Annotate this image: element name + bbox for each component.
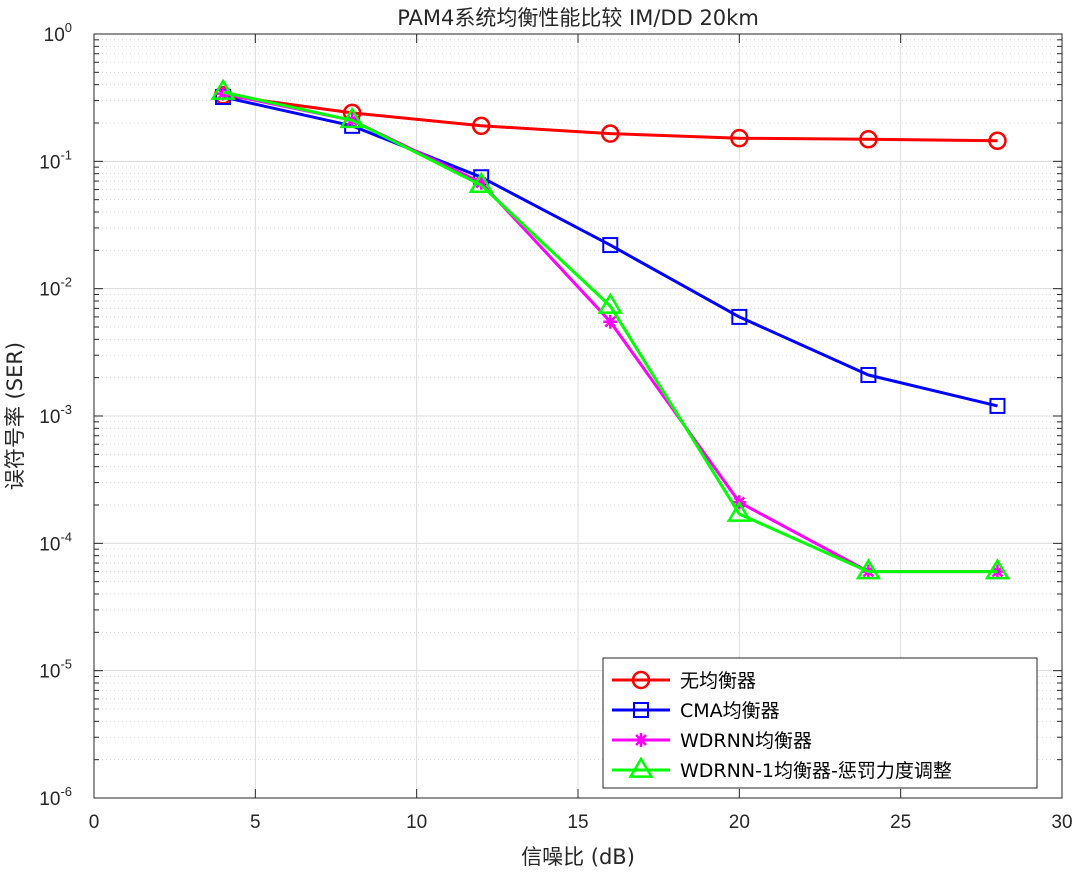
data-point [597, 292, 623, 314]
x-tick-label: 20 [729, 812, 750, 833]
data-point [601, 124, 620, 143]
series-4 [210, 78, 1011, 580]
series-line [222, 93, 998, 143]
ticks-layer [93, 33, 1063, 799]
y-axis-label: 误符号率 (SER) [3, 342, 27, 490]
data-point [468, 171, 494, 194]
legend-marker [628, 756, 654, 778]
x-tick-label: 15 [567, 812, 588, 833]
data-point [339, 106, 365, 129]
data-point [859, 130, 878, 149]
legend-label: WDRNN-1均衡器-惩罚力度调整 [680, 760, 952, 782]
data-point [210, 78, 236, 100]
x-tick-label: 0 [89, 812, 100, 833]
y-tick-label: 10-5 [39, 657, 72, 683]
data-point [603, 314, 618, 329]
legend-marker [631, 670, 651, 690]
legend-label: WDRNN均衡器 [680, 730, 812, 752]
data-point [989, 397, 1006, 414]
legend-marker [633, 702, 649, 718]
legend: 无均衡器 CMA均衡器 WDRNN均衡器 WDRNN-1均衡器-惩罚力度调整 [602, 657, 1038, 789]
x-tick-label: 30 [1051, 812, 1072, 833]
legend-label: CMA均衡器 [680, 700, 780, 722]
data-point [471, 116, 491, 136]
data-point [726, 500, 752, 522]
data-point [988, 131, 1007, 151]
x-tick-label: 25 [890, 812, 911, 833]
legend-entry: WDRNN-1均衡器-惩罚力度调整 [612, 756, 952, 782]
legend-box [602, 657, 1038, 789]
x-axis-label: 信噪比 (dB) [521, 845, 635, 869]
data-point [855, 558, 882, 580]
series-layer [210, 78, 1011, 580]
data-point [602, 237, 619, 254]
legend-label: 无均衡器 [680, 670, 756, 692]
legend-entry: 无均衡器 [612, 670, 756, 692]
y-tick-label: 100 [44, 20, 72, 46]
data-point [730, 128, 749, 148]
x-tick-label: 5 [250, 812, 261, 833]
data-point [860, 366, 877, 383]
data-point [984, 558, 1011, 580]
chart-title: PAM4系统均衡性能比较 IM/DD 20km [397, 6, 759, 30]
legend-entry: CMA均衡器 [612, 700, 780, 722]
legend-entry: WDRNN均衡器 [612, 730, 812, 752]
data-point [731, 308, 748, 325]
x-tick-labels: 0 5 10 15 20 25 30 [89, 812, 1073, 833]
legend-marker [634, 733, 648, 747]
series-line [222, 90, 998, 574]
x-tick-label: 10 [406, 812, 427, 833]
